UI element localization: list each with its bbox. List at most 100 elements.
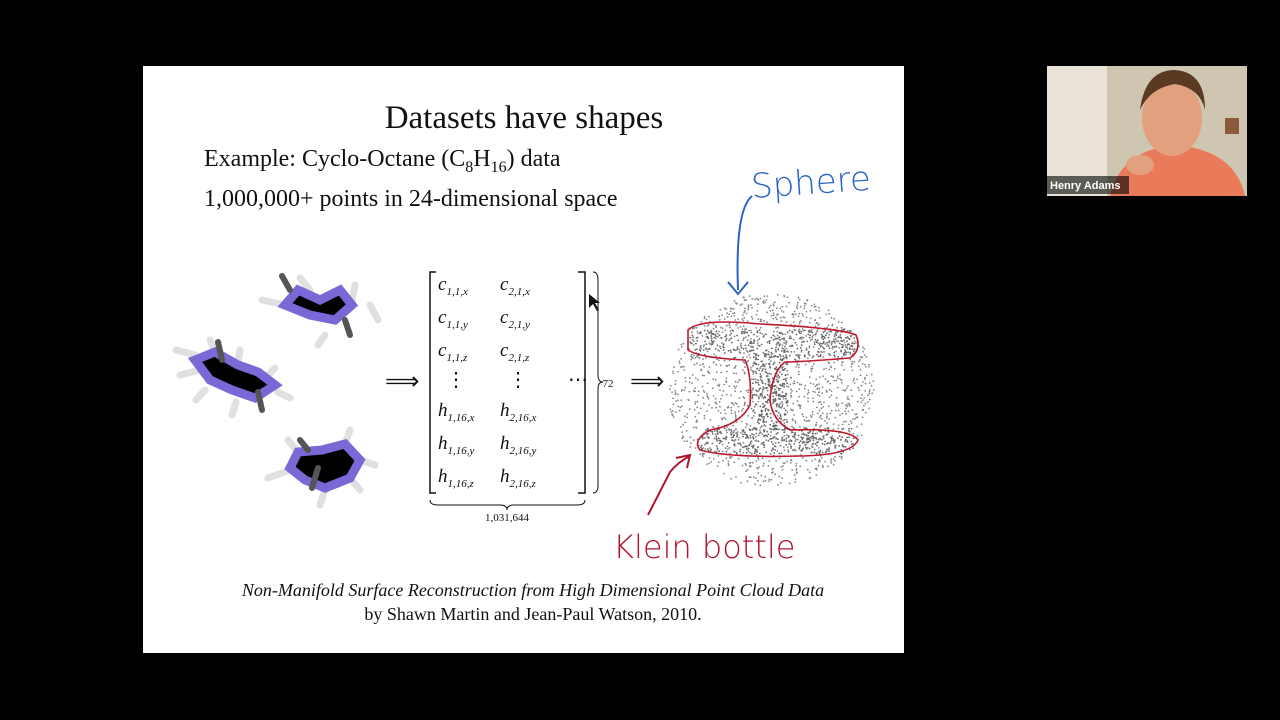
- cloud-point: [708, 404, 710, 406]
- cloud-point: [748, 462, 751, 464]
- cloud-point: [766, 435, 769, 438]
- cloud-point: [744, 372, 746, 375]
- cloud-point: [755, 363, 757, 365]
- cloud-point: [853, 342, 856, 345]
- cloud-point: [754, 435, 757, 438]
- cloud-point: [799, 426, 801, 428]
- cloud-point: [768, 478, 771, 481]
- cloud-point: [842, 361, 844, 364]
- cloud-point: [776, 313, 779, 316]
- cloud-point: [762, 480, 765, 483]
- cloud-point: [764, 353, 767, 355]
- cloud-point: [745, 464, 747, 466]
- cloud-point: [832, 423, 835, 425]
- cloud-point: [816, 339, 819, 341]
- cloud-point: [853, 377, 855, 380]
- cloud-point: [710, 329, 713, 332]
- cloud-point: [749, 340, 752, 343]
- cloud-point: [677, 348, 680, 351]
- cloud-point: [696, 406, 699, 409]
- cloud-point: [763, 446, 766, 448]
- cloud-point: [763, 406, 765, 408]
- cloud-point: [776, 330, 779, 333]
- cloud-point: [830, 342, 833, 345]
- cloud-point: [768, 358, 770, 361]
- cloud-point: [778, 331, 781, 334]
- cloud-point: [814, 424, 817, 427]
- cloud-point: [713, 353, 716, 356]
- cloud-point: [716, 429, 718, 432]
- cloud-point: [719, 345, 721, 348]
- cloud-point: [758, 413, 761, 416]
- cloud-point: [725, 324, 728, 327]
- cloud-point: [751, 382, 754, 385]
- cloud-point: [807, 400, 809, 403]
- cloud-point: [826, 448, 828, 451]
- cloud-point: [831, 346, 834, 348]
- cloud-point: [827, 448, 830, 451]
- cloud-point: [721, 327, 724, 330]
- cloud-point: [733, 385, 736, 388]
- cloud-point: [779, 307, 782, 310]
- cloud-point: [749, 451, 751, 454]
- cloud-point: [808, 471, 811, 474]
- cloud-point: [773, 367, 776, 370]
- cloud-point: [711, 432, 714, 435]
- cloud-point: [815, 452, 818, 455]
- cloud-point: [701, 385, 704, 388]
- cloud-point: [702, 389, 705, 392]
- cloud-point: [746, 480, 749, 483]
- cloud-point: [798, 366, 800, 369]
- cloud-point: [713, 437, 716, 440]
- cloud-point: [777, 441, 780, 444]
- cloud-point: [757, 298, 760, 301]
- cloud-point: [842, 329, 845, 331]
- cloud-point: [728, 339, 730, 342]
- cloud-point: [830, 460, 832, 462]
- cloud-point: [732, 312, 734, 315]
- cloud-point: [792, 382, 795, 385]
- cloud-point: [700, 368, 703, 371]
- cloud-point: [752, 346, 754, 349]
- cloud-point: [685, 430, 688, 432]
- cloud-point: [802, 329, 805, 332]
- matrix-entry: c1,1,z: [438, 340, 468, 364]
- cloud-point: [804, 384, 807, 387]
- cloud-point: [806, 468, 809, 471]
- cloud-point: [734, 387, 736, 389]
- participant-name: Henry Adams: [1050, 180, 1121, 192]
- cloud-point: [824, 343, 827, 345]
- cloud-point: [799, 405, 801, 408]
- cloud-point: [757, 358, 760, 361]
- cloud-point: [824, 451, 827, 454]
- cloud-point: [769, 366, 772, 369]
- cloud-point: [744, 336, 747, 338]
- cloud-point: [826, 332, 828, 334]
- cloud-point: [770, 347, 773, 350]
- cloud-point: [735, 324, 738, 326]
- cloud-point: [807, 397, 809, 400]
- implies-arrow: ⟹: [630, 369, 664, 395]
- cloud-point: [850, 344, 853, 347]
- cloud-point: [836, 375, 839, 377]
- cloud-point: [786, 369, 788, 372]
- cloud-point: [740, 342, 742, 345]
- cloud-point: [809, 476, 812, 479]
- cloud-point: [722, 390, 725, 392]
- cloud-point: [758, 466, 761, 469]
- cloud-point: [810, 370, 813, 373]
- cloud-point: [709, 419, 712, 421]
- cloud-point: [807, 391, 810, 394]
- cloud-point: [705, 356, 707, 359]
- cloud-point: [757, 446, 759, 449]
- cloud-point: [808, 447, 811, 450]
- cloud-point: [789, 444, 792, 446]
- cloud-point: [786, 382, 789, 385]
- cloud-point: [826, 326, 829, 328]
- cloud-point: [843, 351, 846, 354]
- cloud-point: [845, 387, 848, 389]
- cloud-point: [729, 330, 732, 333]
- cloud-point: [776, 334, 779, 337]
- cloud-point: [853, 340, 856, 343]
- cloud-point: [757, 379, 759, 382]
